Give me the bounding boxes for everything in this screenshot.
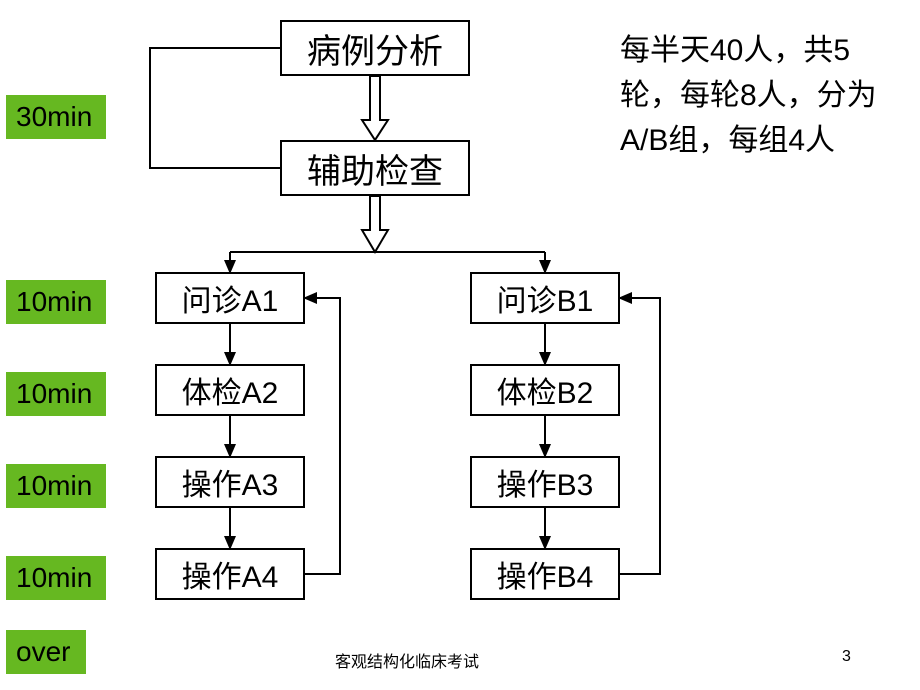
footer-title: 客观结构化临床考试 [335,648,479,672]
box-operation-b3: 操作B3 [470,456,620,508]
label-over: over [6,630,86,674]
time-label-10min-4: 10min [6,556,106,600]
time-label-10min-3: 10min [6,464,106,508]
box-physical-b2: 体检B2 [470,364,620,416]
box-operation-b4: 操作B4 [470,548,620,600]
box-inquiry-a1: 问诊A1 [155,272,305,324]
box-case-analysis: 病例分析 [280,20,470,76]
box-operation-a3: 操作A3 [155,456,305,508]
time-label-10min-2: 10min [6,372,106,416]
schedule-description: 每半天40人，共5轮，每轮8人，分为A/B组，每组4人 [620,28,900,163]
page-number: 3 [842,648,851,666]
box-aux-exam: 辅助检查 [280,140,470,196]
box-inquiry-b1: 问诊B1 [470,272,620,324]
time-label-30min: 30min [6,95,106,139]
time-label-10min-1: 10min [6,280,106,324]
box-physical-a2: 体检A2 [155,364,305,416]
box-operation-a4: 操作A4 [155,548,305,600]
